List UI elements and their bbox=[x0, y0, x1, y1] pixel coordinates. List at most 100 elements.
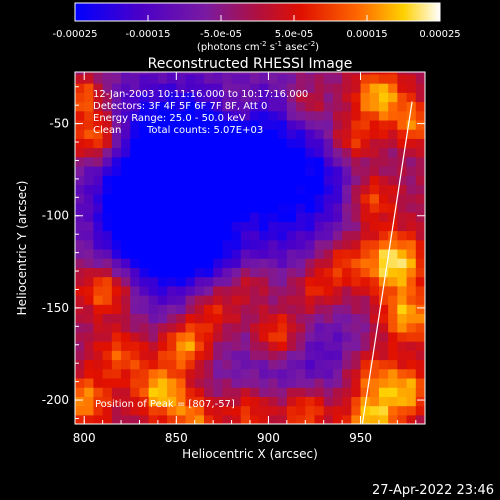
heatmap-cell bbox=[222, 267, 233, 278]
heatmap-cell bbox=[250, 230, 260, 241]
heatmap-cell bbox=[259, 165, 270, 176]
heatmap-cell bbox=[102, 239, 113, 250]
heatmap-cell bbox=[378, 221, 389, 232]
heatmap-cell bbox=[203, 212, 214, 222]
heatmap-cell bbox=[397, 322, 408, 333]
chart-title: Reconstructed RHESSI Image bbox=[148, 56, 353, 72]
heatmap-cell bbox=[102, 359, 113, 370]
heatmap-cell bbox=[185, 184, 196, 195]
heatmap-cell bbox=[388, 147, 398, 158]
heatmap-cell bbox=[130, 368, 141, 379]
heatmap-cell bbox=[397, 73, 408, 84]
heatmap-cell bbox=[286, 285, 297, 296]
heatmap-cell bbox=[332, 350, 343, 361]
heatmap-cell bbox=[130, 175, 141, 186]
heatmap-cell bbox=[213, 175, 223, 186]
heatmap-cell bbox=[296, 119, 306, 130]
heatmap-cell bbox=[305, 285, 316, 296]
heatmap-cell bbox=[75, 184, 85, 195]
heatmap-cell bbox=[332, 73, 343, 84]
heatmap-cell bbox=[148, 313, 159, 324]
heatmap-cell bbox=[296, 73, 306, 84]
heatmap-cell bbox=[185, 212, 196, 222]
heatmap-cell bbox=[231, 387, 242, 397]
heatmap-cell bbox=[176, 322, 187, 333]
heatmap-cell bbox=[148, 267, 159, 278]
heatmap-cell bbox=[102, 350, 113, 361]
heatmap-cell bbox=[332, 267, 343, 278]
heatmap-cell bbox=[323, 83, 334, 93]
heatmap-cell bbox=[378, 350, 389, 361]
heatmap-cell bbox=[84, 230, 95, 241]
heatmap-cell bbox=[121, 175, 131, 186]
heatmap-cell bbox=[406, 350, 417, 361]
heatmap-cell bbox=[397, 239, 408, 250]
heatmap-cell bbox=[286, 267, 297, 278]
heatmap-cell bbox=[203, 101, 214, 112]
heatmap-cell bbox=[176, 119, 187, 130]
heatmap-cell bbox=[75, 147, 85, 158]
heatmap-cell bbox=[139, 276, 150, 287]
heatmap-cell bbox=[259, 414, 270, 424]
heatmap-cell bbox=[388, 294, 398, 305]
annotation-time-range: 12-Jan-2003 10:11:16.000 to 10:17:16.000 bbox=[93, 89, 308, 100]
heatmap-cell bbox=[84, 304, 95, 315]
heatmap-cell bbox=[397, 175, 408, 186]
heatmap-cell bbox=[250, 212, 260, 222]
heatmap-cell bbox=[157, 368, 168, 379]
heatmap-cell bbox=[240, 313, 251, 324]
heatmap-cell bbox=[369, 405, 380, 416]
heatmap-cell bbox=[93, 350, 104, 361]
heatmap-cell bbox=[268, 331, 279, 342]
heatmap-cell bbox=[203, 304, 214, 315]
heatmap-cell bbox=[259, 341, 270, 351]
heatmap-cell bbox=[277, 377, 288, 388]
heatmap-cell bbox=[75, 414, 85, 424]
heatmap-cell bbox=[415, 414, 425, 424]
heatmap-cell bbox=[157, 184, 168, 195]
heatmap-cell bbox=[378, 129, 389, 139]
heatmap-cell bbox=[250, 276, 260, 287]
heatmap-cell bbox=[360, 92, 371, 103]
heatmap-cell bbox=[130, 313, 141, 324]
heatmap-cell bbox=[148, 156, 159, 167]
heatmap-cell bbox=[139, 147, 150, 158]
heatmap-cell bbox=[397, 92, 408, 103]
heatmap-cell bbox=[268, 119, 279, 130]
heatmap-cell bbox=[351, 138, 362, 149]
heatmap-cell bbox=[378, 156, 389, 167]
heatmap-cell bbox=[332, 92, 343, 103]
heatmap-cell bbox=[305, 73, 316, 84]
heatmap-cell bbox=[213, 258, 223, 268]
heatmap-cell bbox=[213, 101, 223, 112]
colorbar-tick-label: 0.00025 bbox=[419, 29, 460, 40]
heatmap-cell bbox=[148, 368, 159, 379]
heatmap-cell bbox=[305, 184, 316, 195]
heatmap-cell bbox=[194, 156, 205, 167]
heatmap-cell bbox=[176, 313, 187, 324]
heatmap-cell bbox=[157, 165, 168, 176]
heatmap-cell bbox=[93, 230, 104, 241]
heatmap-cell bbox=[130, 230, 141, 241]
heatmap-cell bbox=[332, 230, 343, 241]
heatmap-cell bbox=[259, 350, 270, 361]
heatmap-cell bbox=[222, 184, 233, 195]
heatmap-cell bbox=[194, 73, 205, 84]
heatmap-cell bbox=[351, 322, 362, 333]
heatmap-cell bbox=[194, 331, 205, 342]
heatmap-cell bbox=[388, 73, 398, 84]
heatmap-cell bbox=[194, 101, 205, 112]
heatmap-cell bbox=[369, 202, 380, 213]
heatmap-cell bbox=[323, 377, 334, 388]
heatmap-cell bbox=[111, 248, 122, 259]
x-tick-label: 950 bbox=[349, 431, 372, 445]
heatmap-cell bbox=[397, 147, 408, 158]
heatmap-cell bbox=[406, 73, 417, 84]
heatmap-cell bbox=[332, 129, 343, 139]
heatmap-cell bbox=[130, 304, 141, 315]
heatmap-cell bbox=[397, 313, 408, 324]
heatmap-cell bbox=[84, 129, 95, 139]
heatmap-cell bbox=[93, 368, 104, 379]
x-tick-label: 900 bbox=[257, 431, 280, 445]
heatmap-cell bbox=[415, 83, 425, 93]
